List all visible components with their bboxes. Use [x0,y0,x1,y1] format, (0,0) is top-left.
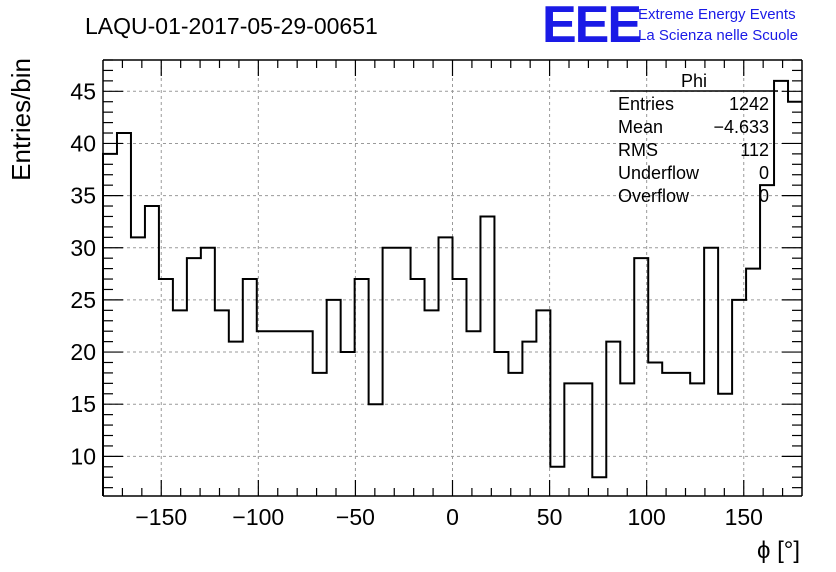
y-tick-label: 45 [70,78,96,104]
y-tick-label: 20 [70,339,96,365]
histogram-bin [536,310,550,496]
histogram-bin [494,352,508,496]
histogram-bin [788,102,802,496]
histogram-bin [718,394,732,496]
x-tick-label: −150 [135,504,187,530]
stats-box-title: Phi [681,71,707,91]
y-tick-label: 35 [70,183,96,209]
histogram-bin [257,331,271,496]
stats-row-value: 0 [759,163,769,183]
histogram-outline [102,79,802,496]
x-tick-label: 100 [627,504,665,530]
stats-box: Phi Entries 1242 Mean −4.633 RMS 112 Underflow… [610,71,778,206]
histogram-bin [355,279,369,496]
logo-line-1: Extreme Energy Events [638,6,796,23]
histogram-bin [453,279,467,496]
histogram-bin [480,216,494,496]
stats-row-label: RMS [618,140,658,160]
histogram-bin [327,300,341,496]
histogram-bin [676,373,690,496]
x-tick-label: 150 [725,504,763,530]
histogram-bin [117,133,131,496]
histogram-bin [648,362,662,496]
histogram-bin [145,206,159,496]
chart-title: LAQU-01-2017-05-29-00651 [85,13,378,39]
y-tick-label: 10 [70,443,96,469]
stats-row-label: Entries [618,94,674,114]
histogram-bin [383,248,397,496]
histogram-bin [439,237,453,496]
stats-row-label: Mean [618,117,663,137]
histogram-bin [369,404,383,496]
histogram-bin [215,310,229,496]
x-tick-label: 50 [537,504,563,530]
y-tick-label: 30 [70,235,96,261]
histogram-bin [271,331,285,496]
histogram-bin [229,342,243,496]
histogram-bin [746,269,760,496]
x-tick-labels: −150 −100 −50 0 50 100 150 [135,504,763,530]
histogram-bin [592,477,606,496]
histogram-bin [425,310,439,496]
histogram-bin [732,300,746,496]
histogram-bin [341,352,355,496]
histogram-bin [131,237,145,496]
x-tick-label: −50 [336,504,375,530]
y-axis-label: Entries/bin [6,58,36,181]
eee-logo: EEE Extreme Energy Events La Scienza nel… [542,0,798,54]
histogram-bin [285,331,299,496]
stats-row-label: Overflow [618,186,690,206]
histogram-bin [201,248,215,496]
histogram-bin [313,373,327,496]
histogram-bin [564,383,578,496]
stats-row-value: 1242 [729,94,769,114]
logo-line-2: La Scienza nelle Scuole [638,27,798,44]
y-tick-label: 40 [70,130,96,156]
histogram-bin [620,383,634,496]
histogram-bins [102,79,802,496]
histogram-bin [299,331,313,496]
stats-row-value: −4.633 [713,117,769,137]
histogram-bin [634,258,648,496]
histogram-bin [103,154,117,496]
histogram-bin [187,258,201,496]
axes [102,59,803,497]
histogram-bin [508,373,522,496]
histogram-bin [466,331,480,496]
histogram-bin [606,342,620,496]
histogram-bin [760,185,774,496]
x-tick-label: −100 [232,504,284,530]
y-tick-label: 25 [70,287,96,313]
histogram-bin [243,279,257,496]
histogram-bin [690,383,704,496]
histogram-bin [411,279,425,496]
y-tick-label: 15 [70,391,96,417]
histogram-bin [522,342,536,496]
logo-mark: EEE [542,0,640,54]
stats-row-label: Underflow [618,163,700,183]
histogram-bin [173,310,187,496]
x-tick-label: 0 [446,504,459,530]
x-axis-label: ϕ [°] [757,537,800,564]
histogram-bin [397,248,411,496]
histogram-bin [704,248,718,496]
histogram-bin [578,383,592,496]
y-tick-labels: 10 15 20 25 30 35 40 45 [70,78,96,469]
histogram-bin [159,279,173,496]
stats-row-value: 112 [740,140,769,160]
stats-row-value: 0 [759,186,769,206]
histogram-bin [550,467,564,496]
histogram-bin [662,373,676,496]
